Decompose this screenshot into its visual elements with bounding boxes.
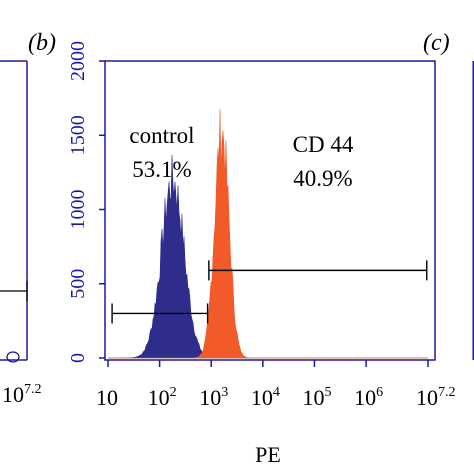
x-axis-label: PE	[255, 442, 281, 467]
cd44-annotation-pct: 40.9%	[293, 166, 352, 191]
y-tick-label: 1500	[67, 115, 89, 155]
left-panel-tick-label: 107.2	[2, 382, 42, 407]
control-histogram	[108, 154, 428, 359]
y-axis: 0 500 1000 1500 2000	[67, 41, 105, 363]
gate-markers	[111, 260, 428, 324]
left-panel-blob	[6, 351, 20, 363]
panel-label-b: (b)	[28, 30, 56, 56]
x-tick-label: 103	[199, 385, 228, 410]
x-tick-label: 107.2	[416, 385, 456, 410]
control-annotation-pct: 53.1%	[132, 157, 191, 182]
cd44-histogram	[108, 109, 428, 359]
x-tick-label: 106	[354, 385, 383, 410]
cd44-annotation-name: CD 44	[293, 132, 354, 157]
panel-label-c: (c)	[423, 30, 450, 56]
y-tick-label: 2000	[67, 41, 89, 81]
histogram-layer	[108, 109, 428, 359]
y-tick-label: 1000	[67, 190, 89, 230]
x-tick-label: 105	[302, 385, 331, 410]
x-tick-label: 104	[251, 385, 280, 410]
control-annotation-name: control	[129, 123, 194, 148]
y-tick-label: 0	[67, 353, 89, 363]
x-tick-label: 102	[148, 385, 177, 410]
y-tick-label: 500	[67, 269, 89, 299]
x-axis: 10 102 103 104 105 106 107.2	[96, 360, 456, 410]
x-tick-label: 10	[96, 385, 118, 410]
plot-frame	[104, 60, 436, 361]
